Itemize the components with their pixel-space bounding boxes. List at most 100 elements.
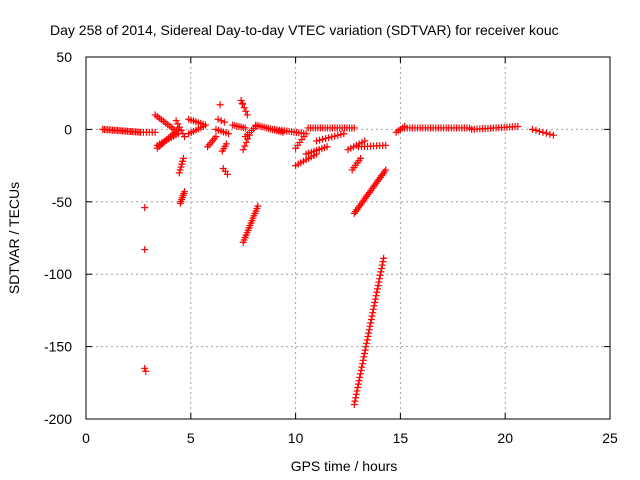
data-point (355, 377, 363, 385)
data-point (379, 258, 387, 266)
plot-frame (85, 56, 611, 420)
data-point (242, 138, 250, 146)
data-point (362, 343, 370, 351)
data-point (358, 363, 366, 371)
data-point (549, 131, 557, 139)
data-point (241, 142, 249, 150)
data-point (244, 135, 252, 143)
data-point (142, 367, 150, 375)
data-point (214, 115, 222, 123)
data-point (331, 132, 339, 140)
data-point (361, 350, 369, 358)
data-point (365, 329, 373, 337)
data-point (370, 302, 378, 310)
data-point (322, 135, 330, 143)
data-point (377, 268, 385, 276)
data-point (141, 246, 149, 254)
data-point (243, 111, 251, 119)
data-point (369, 305, 377, 313)
data-point (361, 346, 369, 354)
data-point (532, 126, 540, 134)
data-point (353, 387, 361, 395)
data-point (380, 254, 388, 262)
data-point (378, 264, 386, 272)
data-point (328, 133, 336, 141)
chart-title: Day 258 of 2014, Sidereal Day-to-day VTE… (50, 22, 559, 38)
data-point (363, 336, 371, 344)
data-point (241, 124, 249, 132)
data-point (357, 367, 365, 375)
data-point (179, 129, 187, 137)
data-point (141, 204, 149, 212)
data-point (351, 397, 359, 405)
data-point (354, 380, 362, 388)
data-points (99, 96, 557, 409)
data-point (535, 127, 543, 135)
data-point (382, 166, 390, 174)
x-tick-label: 10 (288, 430, 304, 446)
y-tick-label: -50 (52, 194, 72, 210)
x-tick-label: 5 (187, 430, 195, 446)
data-point (245, 131, 253, 139)
data-point (364, 332, 372, 340)
data-point (177, 126, 185, 134)
data-point (175, 123, 183, 131)
y-tick-label: 0 (64, 121, 72, 137)
data-point (528, 125, 536, 133)
data-point (376, 275, 384, 283)
data-point (181, 133, 189, 141)
data-point (313, 137, 321, 145)
data-point (382, 141, 390, 149)
y-axis-label: SDTVAR / TECUs (6, 182, 22, 294)
data-point (356, 373, 364, 381)
data-point (240, 104, 248, 112)
data-point (223, 170, 231, 178)
y-tick-label: 50 (56, 49, 72, 65)
data-point (319, 135, 327, 143)
x-tick-label: 20 (497, 430, 513, 446)
data-point (300, 133, 308, 141)
data-point (372, 292, 380, 300)
data-point (376, 271, 384, 279)
data-point (151, 128, 159, 136)
data-point (172, 117, 180, 125)
data-point (367, 319, 375, 327)
data-point (356, 370, 364, 378)
y-tick-label: -100 (44, 266, 72, 282)
data-point (325, 134, 333, 142)
data-point (239, 146, 247, 154)
data-point (371, 295, 379, 303)
data-point (363, 339, 371, 347)
x-tick-label: 25 (602, 430, 618, 446)
data-point (174, 120, 182, 128)
data-point (352, 390, 360, 398)
x-axis-label: GPS time / hours (291, 458, 398, 474)
data-point (546, 130, 554, 138)
data-point (199, 123, 207, 131)
data-point (217, 117, 225, 125)
data-point (216, 101, 224, 109)
data-point (378, 261, 386, 269)
data-point (225, 130, 233, 138)
data-point (375, 278, 383, 286)
data-point (340, 130, 348, 138)
data-point (334, 131, 342, 139)
data-point (373, 288, 381, 296)
x-tick-label: 15 (393, 430, 409, 446)
data-point (371, 298, 379, 306)
data-point (359, 356, 367, 364)
data-point (539, 128, 547, 136)
data-point (254, 202, 262, 210)
data-point (212, 133, 220, 141)
data-point (367, 315, 375, 323)
data-point (181, 188, 189, 196)
data-point (323, 143, 331, 151)
data-point (357, 154, 365, 162)
data-point (366, 322, 374, 330)
data-point (242, 107, 250, 115)
data-point (179, 154, 187, 162)
data-point (514, 123, 522, 131)
data-point (238, 99, 246, 107)
data-point (368, 312, 376, 320)
data-point (316, 136, 324, 144)
